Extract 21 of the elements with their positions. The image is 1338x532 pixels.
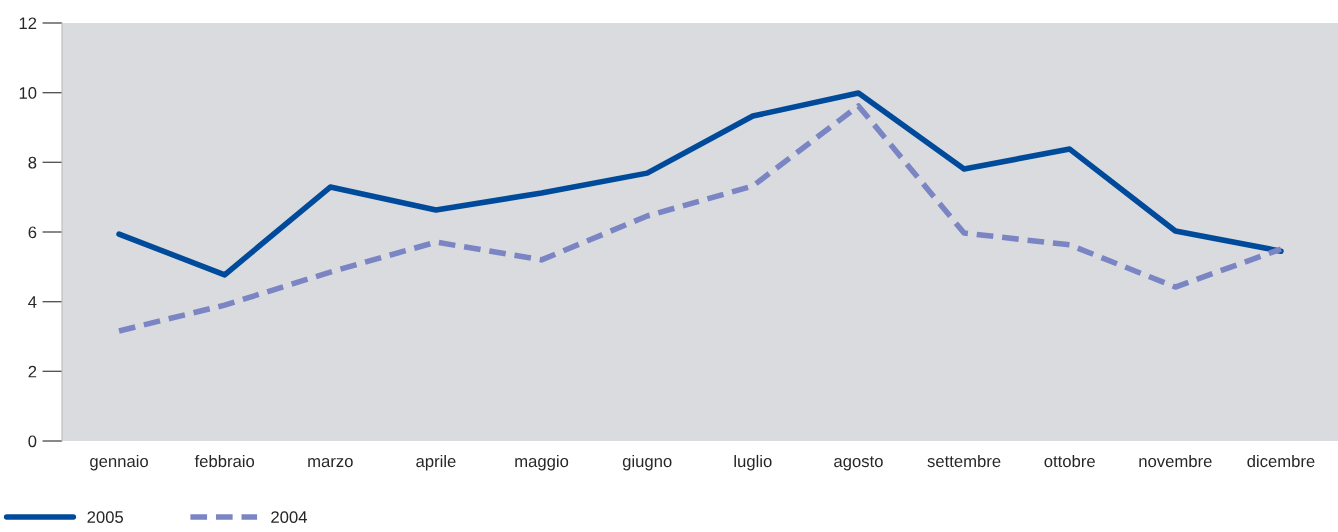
- x-tick-label: settembre: [927, 454, 1001, 468]
- x-tick-label: luglio: [734, 454, 772, 471]
- y-tick-label: 8: [28, 156, 37, 169]
- y-tick-label: 0: [28, 435, 37, 448]
- legend-label: 2004: [271, 511, 307, 523]
- legend-label: 2005: [87, 511, 124, 523]
- x-tick-label: dicembre: [1247, 454, 1315, 468]
- x-tick-label: febbraio: [194, 454, 255, 468]
- x-tick-label: gennaio: [90, 454, 148, 471]
- x-tick-label: novembre: [1139, 454, 1212, 468]
- y-tick-label: 4: [28, 296, 37, 308]
- y-tick-label: 10: [19, 87, 37, 99]
- x-tick-label: giugno: [622, 454, 672, 471]
- x-tick-label: maggio: [515, 454, 569, 471]
- y-tick-label: 6: [28, 226, 37, 239]
- x-tick-label: ottobre: [1044, 454, 1095, 468]
- x-tick-label: aprile: [416, 454, 456, 471]
- x-tick-label: marzo: [308, 458, 353, 468]
- x-tick-label: agosto: [834, 456, 883, 471]
- y-tick-label: 2: [28, 365, 37, 378]
- y-tick-label: 12: [19, 17, 37, 30]
